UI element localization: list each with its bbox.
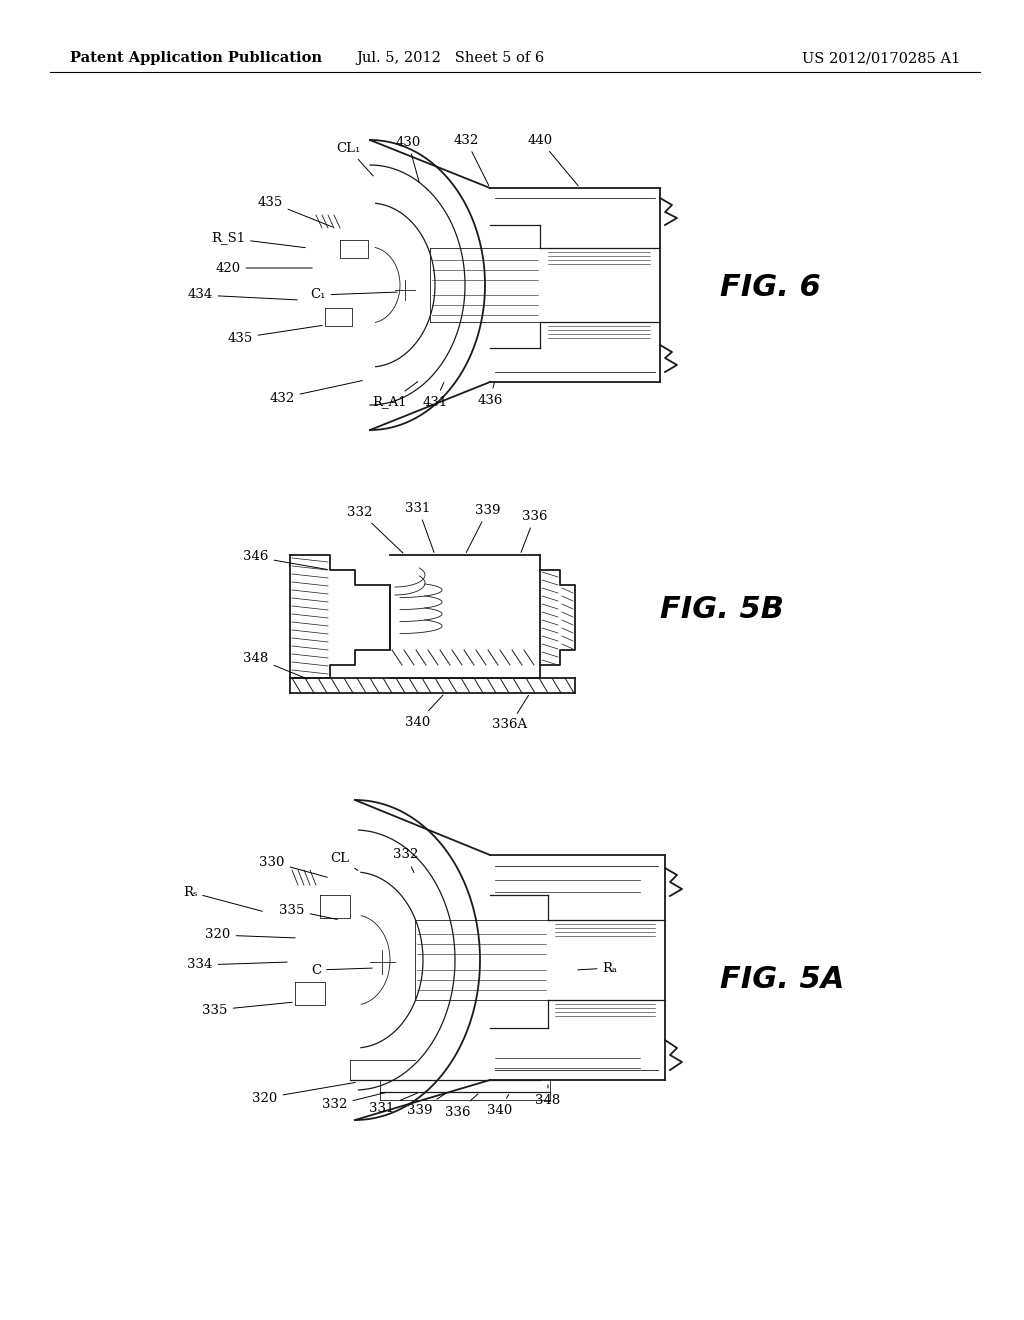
Text: 320: 320 [206,928,295,941]
Text: C₁: C₁ [310,289,397,301]
Text: US 2012/0170285 A1: US 2012/0170285 A1 [802,51,961,65]
Text: FIG. 6: FIG. 6 [720,273,821,302]
Text: 334: 334 [187,958,287,972]
Text: 420: 420 [215,261,312,275]
Text: 335: 335 [280,903,337,920]
Text: 440: 440 [527,133,579,186]
Text: Patent Application Publication: Patent Application Publication [70,51,322,65]
Text: 331: 331 [370,1093,418,1114]
Text: R_A1: R_A1 [373,381,418,408]
Text: C: C [311,964,372,977]
Text: 436: 436 [477,383,503,407]
Text: 430: 430 [395,136,421,182]
Text: 431: 431 [422,383,447,408]
Text: R_S1: R_S1 [211,231,305,248]
Text: 332: 332 [393,849,419,873]
Text: 335: 335 [203,1002,292,1016]
Text: 434: 434 [187,289,297,301]
Text: 332: 332 [347,506,403,553]
Text: 340: 340 [406,696,443,729]
Text: 336A: 336A [493,696,528,731]
Text: 320: 320 [252,1082,355,1105]
Text: Rₛ: Rₛ [182,886,262,911]
Text: 435: 435 [257,195,333,227]
Text: CL₁: CL₁ [336,141,373,176]
Text: FIG. 5A: FIG. 5A [720,965,845,994]
Text: 432: 432 [454,133,488,186]
Text: 330: 330 [259,855,328,878]
Text: Rₐ: Rₐ [578,961,617,974]
Text: 348: 348 [536,1085,560,1106]
Text: 348: 348 [244,652,307,678]
Text: CL: CL [331,851,357,870]
Text: FIG. 5B: FIG. 5B [660,595,784,624]
Text: 336: 336 [521,510,548,552]
Text: Jul. 5, 2012   Sheet 5 of 6: Jul. 5, 2012 Sheet 5 of 6 [356,51,544,65]
Text: 432: 432 [269,380,362,404]
Text: 331: 331 [406,502,434,552]
Text: 435: 435 [227,326,323,345]
Text: 340: 340 [487,1094,513,1117]
Text: 336: 336 [445,1094,478,1118]
Text: 339: 339 [408,1093,445,1117]
Text: 346: 346 [244,550,328,569]
Text: 339: 339 [466,503,501,553]
Text: 332: 332 [323,1093,385,1111]
